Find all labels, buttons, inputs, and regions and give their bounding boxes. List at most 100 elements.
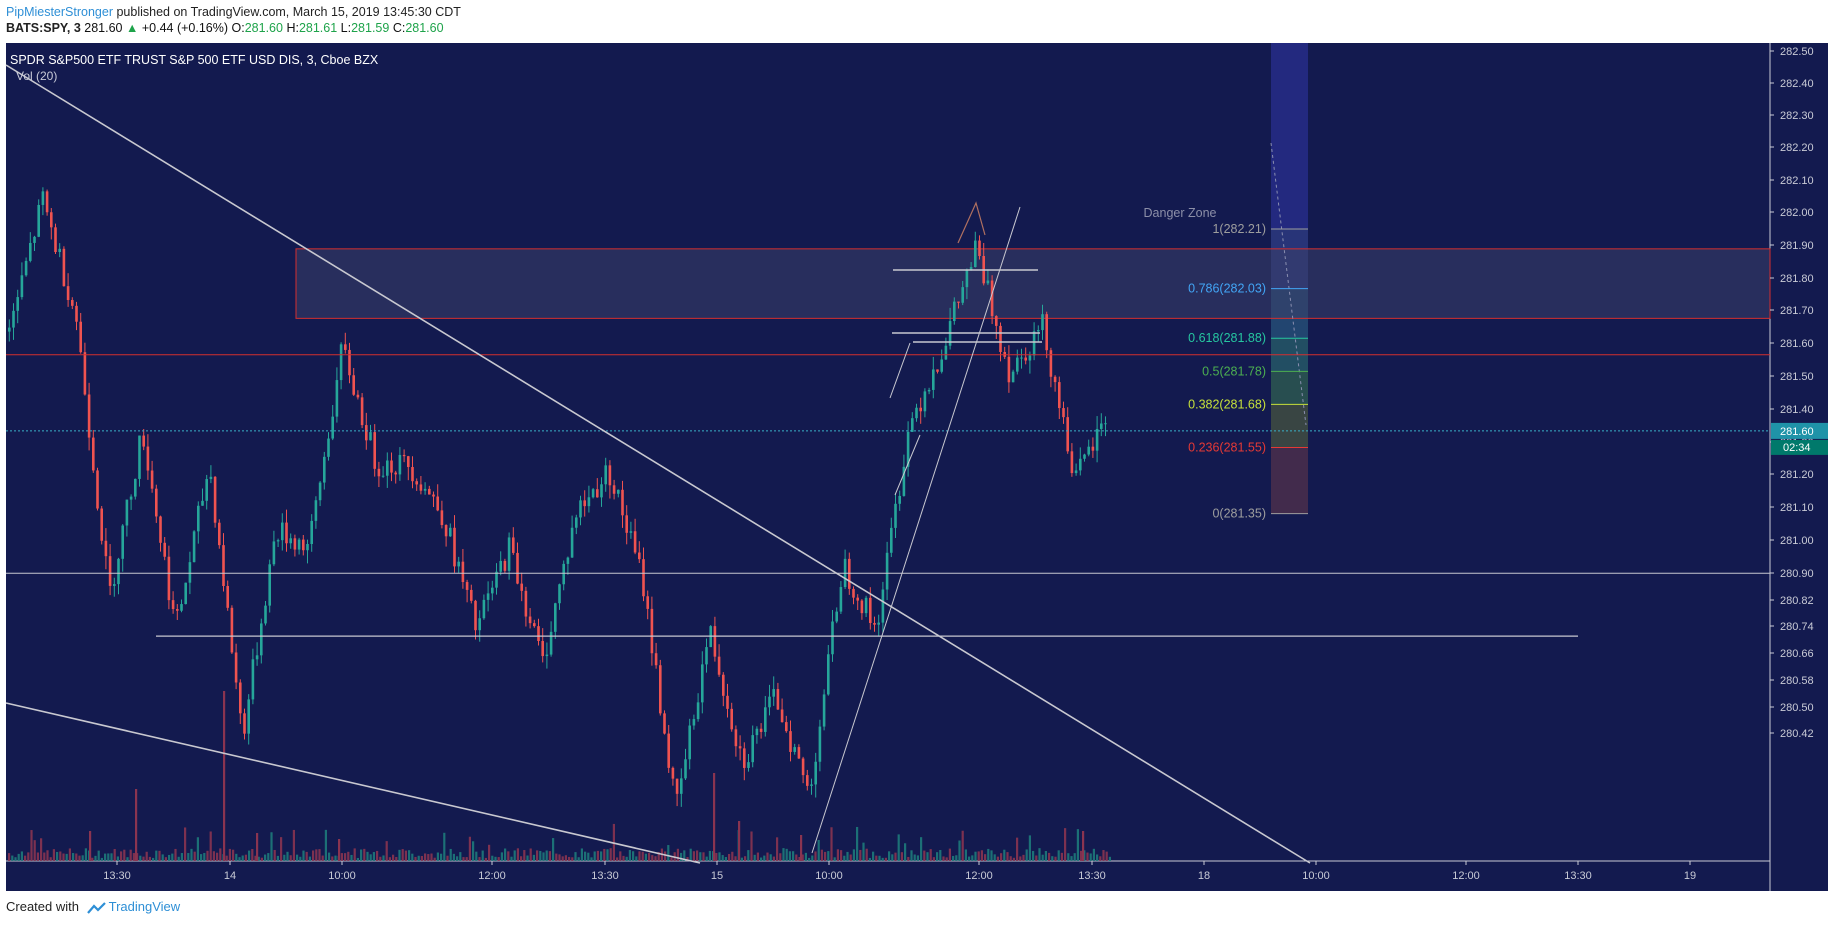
volume-bar	[84, 848, 87, 861]
candle-body	[50, 212, 53, 228]
volume-bar	[104, 853, 107, 861]
candle-body	[549, 631, 553, 655]
candle-body	[314, 500, 318, 521]
candle-body	[646, 596, 649, 609]
volume-bar	[171, 853, 174, 861]
candle-body	[335, 380, 339, 417]
tradingview-brand-link[interactable]: TradingView	[108, 899, 181, 914]
volume-bar	[411, 853, 414, 861]
volume-bar	[782, 848, 785, 861]
time-tick-label: 15	[711, 870, 723, 882]
volume-bar	[305, 851, 308, 861]
candle-body	[79, 321, 82, 353]
candle-body	[381, 475, 385, 477]
volume-bar	[228, 848, 231, 861]
volume-bar	[785, 848, 788, 861]
candle-body	[915, 407, 918, 419]
volume-bar	[190, 848, 193, 861]
published-text: published on TradingView.com, March 15, …	[116, 5, 461, 19]
candle-body	[486, 593, 490, 600]
volume-bar	[923, 850, 926, 861]
volume-bar	[328, 852, 331, 861]
volume-bar	[491, 855, 494, 861]
candle-body	[764, 707, 767, 732]
publish-line: PipMiesterStronger published on TradingV…	[6, 4, 461, 20]
candle-body	[587, 497, 591, 507]
price-tick-label: 282.10	[1780, 175, 1814, 187]
volume-bar	[1073, 853, 1076, 861]
volume-bar	[107, 853, 110, 861]
time-tick-label: 10:00	[328, 870, 356, 882]
volume-bar	[916, 855, 919, 861]
candle-body	[87, 394, 91, 438]
candle-body	[827, 654, 830, 695]
volume-bar	[446, 855, 449, 861]
volume-bar	[382, 855, 385, 861]
candle-body	[684, 759, 687, 779]
volume-bar	[1105, 851, 1108, 861]
candle-body	[545, 654, 549, 657]
price-chart[interactable]: Danger Zone 1(282.21) 0.786(282.03) 0.618(…	[0, 43, 1828, 891]
volume-bar	[468, 836, 471, 861]
volume-bar	[449, 848, 452, 861]
volume-bar	[408, 850, 411, 861]
volume-bar	[849, 854, 852, 861]
candle-body	[369, 432, 372, 441]
candle-body	[449, 527, 452, 537]
volume-bar	[539, 850, 542, 861]
fib-level-label: 0.786(282.03)	[1188, 282, 1266, 296]
candle-body	[768, 696, 771, 708]
candle-body	[738, 746, 742, 749]
volume-bar	[318, 849, 321, 861]
candle-body	[222, 545, 225, 587]
candle-body	[83, 352, 87, 395]
candle-body	[797, 747, 801, 759]
instrument-legend: SPDR S&P500 ETF TRUST S&P 500 ETF USD DI…	[10, 53, 379, 67]
volume-bar	[718, 852, 721, 861]
candle-body	[482, 599, 486, 619]
volume-bar	[440, 853, 443, 861]
candle-body	[999, 325, 1002, 352]
candle-body	[373, 432, 376, 469]
volume-bar	[619, 851, 622, 861]
author-link[interactable]: PipMiesterStronger	[6, 5, 113, 19]
candle-body	[642, 559, 645, 597]
price-tick-label: 281.60	[1780, 338, 1814, 350]
volume-bar	[366, 851, 369, 861]
volume-bar	[776, 837, 779, 861]
candle-body	[159, 516, 162, 543]
candle-body	[1037, 330, 1040, 332]
volume-bar	[936, 852, 939, 861]
volume-bar	[209, 831, 212, 861]
volume-bar	[683, 850, 686, 861]
price-tick-label: 280.50	[1780, 702, 1814, 714]
volume-bar	[123, 849, 126, 861]
fib-band	[1271, 404, 1308, 448]
candle-body	[230, 607, 234, 653]
candle-body	[45, 191, 49, 213]
volume-bar	[625, 856, 628, 861]
candle-body	[507, 537, 511, 571]
time-axis-background	[6, 861, 1770, 891]
candle-body	[411, 467, 414, 482]
candle-body	[785, 722, 788, 732]
candle-body	[1049, 350, 1053, 377]
volume-bar	[241, 855, 244, 861]
volume-bar	[257, 856, 260, 861]
volume-bar	[443, 832, 446, 861]
candle-body	[759, 728, 763, 732]
volume-bar	[376, 850, 379, 861]
candle-body	[596, 489, 599, 498]
volume-bar	[427, 854, 430, 861]
volume-bar	[296, 854, 299, 861]
volume-bar	[126, 857, 129, 861]
volume-bar	[744, 856, 747, 861]
volume-bar	[398, 849, 401, 861]
volume-bar	[600, 851, 603, 861]
candle-body	[264, 605, 267, 624]
price-tick-label: 282.20	[1780, 142, 1814, 154]
candle-body	[780, 709, 784, 723]
volume-bar	[536, 850, 539, 861]
volume-bar	[286, 851, 289, 861]
volume-bar	[436, 852, 439, 861]
